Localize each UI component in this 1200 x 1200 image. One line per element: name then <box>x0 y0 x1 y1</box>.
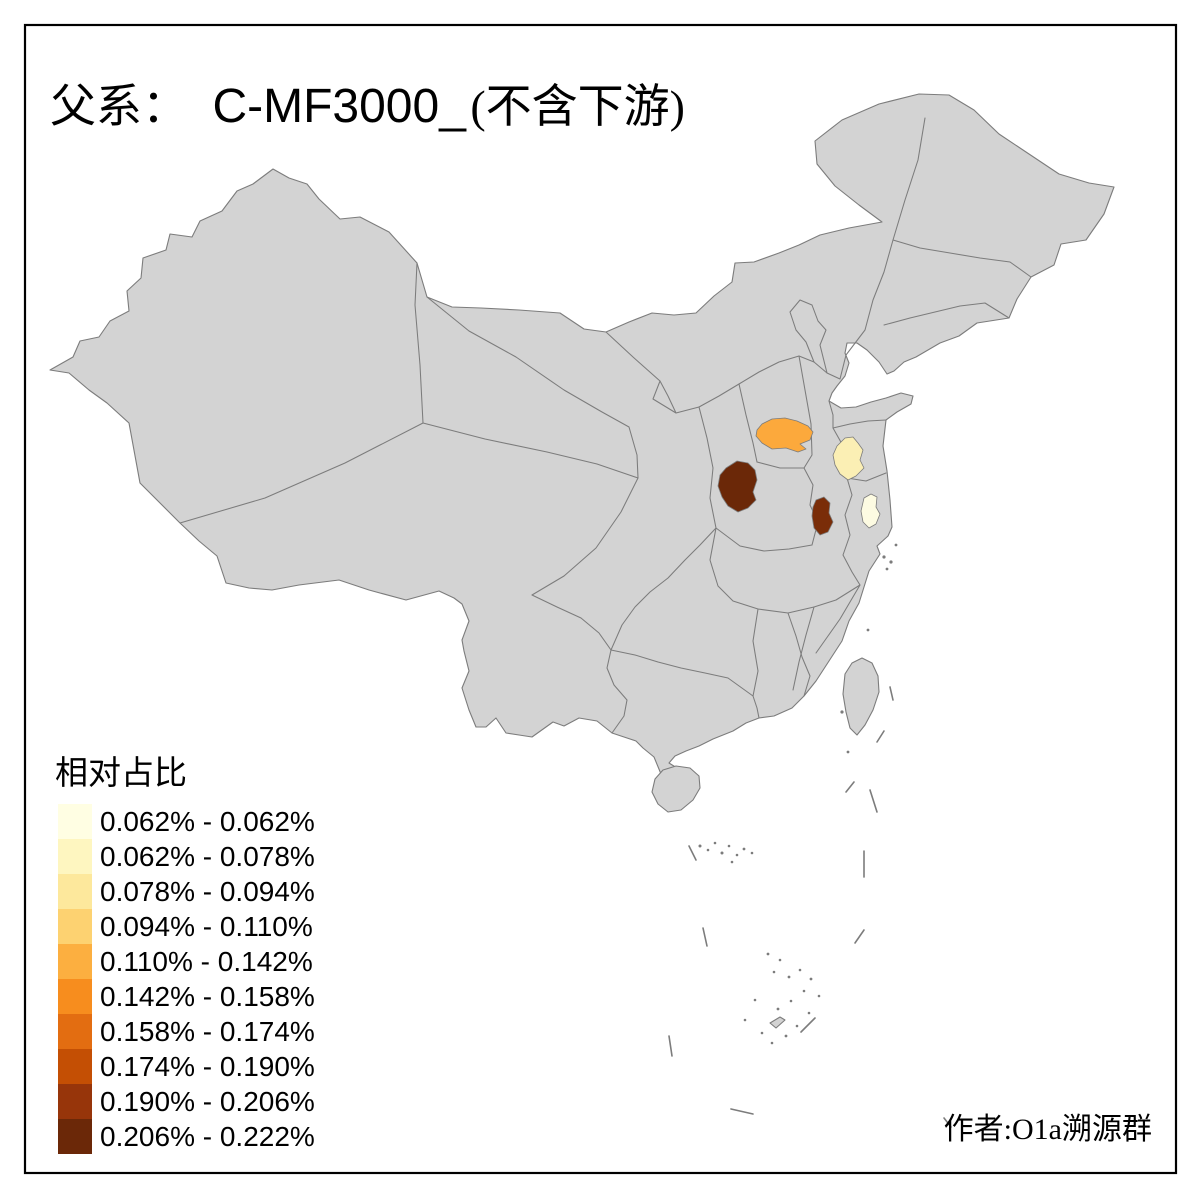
legend-swatch <box>58 1014 92 1049</box>
legend-label: 0.174% - 0.190% <box>100 1051 315 1082</box>
region-western-henan <box>717 460 758 513</box>
legend-label: 0.110% - 0.142% <box>100 946 313 977</box>
region-northern-anhui <box>811 496 834 536</box>
province-borders <box>179 117 1032 734</box>
legend-row: 0.190% - 0.206% <box>58 1084 315 1119</box>
legend-swatch <box>58 1084 92 1119</box>
china-mainland <box>49 93 1115 782</box>
map-title: 父系： C-MF3000_ (不含下游) <box>50 80 685 133</box>
region-southern-shanxi <box>755 417 814 453</box>
nine-dash-line <box>668 686 952 1128</box>
legend-title: 相对占比 <box>55 755 187 792</box>
legend-row: 0.110% - 0.142% <box>58 944 313 979</box>
legend-row: 0.158% - 0.174% <box>58 1014 315 1049</box>
map-title-suffix: (不含下游) <box>470 81 685 132</box>
legend-label: 0.142% - 0.158% <box>100 981 315 1012</box>
legend-swatch <box>58 1119 92 1154</box>
legend-row: 0.078% - 0.094% <box>58 874 315 909</box>
legend-swatch <box>58 979 92 1014</box>
legend-swatch <box>58 1049 92 1084</box>
legend-label: 0.062% - 0.078% <box>100 841 315 872</box>
region-northern-jiangsu <box>860 493 881 529</box>
legend-row: 0.062% - 0.062% <box>58 804 315 839</box>
legend-swatch <box>58 874 92 909</box>
plot-frame <box>23 23 1178 1175</box>
spratly-sliver <box>769 1016 786 1029</box>
legend-label: 0.190% - 0.206% <box>100 1086 315 1117</box>
highlighted-regions <box>717 417 881 536</box>
attribution-text: 作者:O1a溯源群 <box>944 1113 1152 1146</box>
hainan-island <box>651 765 701 813</box>
legend-row: 0.094% - 0.110% <box>58 909 313 944</box>
legend-swatch <box>58 944 92 979</box>
legend-label: 0.158% - 0.174% <box>100 1016 315 1047</box>
legend: 相对占比 0.062% - 0.062% 0.062% - 0.078% 0.0… <box>55 755 315 1154</box>
legend-row: 0.062% - 0.078% <box>58 839 315 874</box>
map-land <box>49 93 1115 813</box>
legend-row: 0.142% - 0.158% <box>58 979 315 1014</box>
map-title-lineage: C-MF3000_ <box>212 80 467 133</box>
taiwan-island <box>842 657 880 736</box>
small-islands <box>698 543 898 1045</box>
legend-label: 0.206% - 0.222% <box>100 1121 315 1152</box>
legend-swatch <box>58 909 92 944</box>
legend-row: 0.206% - 0.222% <box>58 1119 315 1154</box>
legend-row: 0.174% - 0.190% <box>58 1049 315 1084</box>
legend-label: 0.062% - 0.062% <box>100 806 315 837</box>
legend-label: 0.094% - 0.110% <box>100 911 313 942</box>
legend-swatch <box>58 804 92 839</box>
legend-label: 0.078% - 0.094% <box>100 876 315 907</box>
region-western-shandong <box>832 436 865 481</box>
legend-swatch <box>58 839 92 874</box>
map-title-prefix: 父系： <box>50 81 188 132</box>
